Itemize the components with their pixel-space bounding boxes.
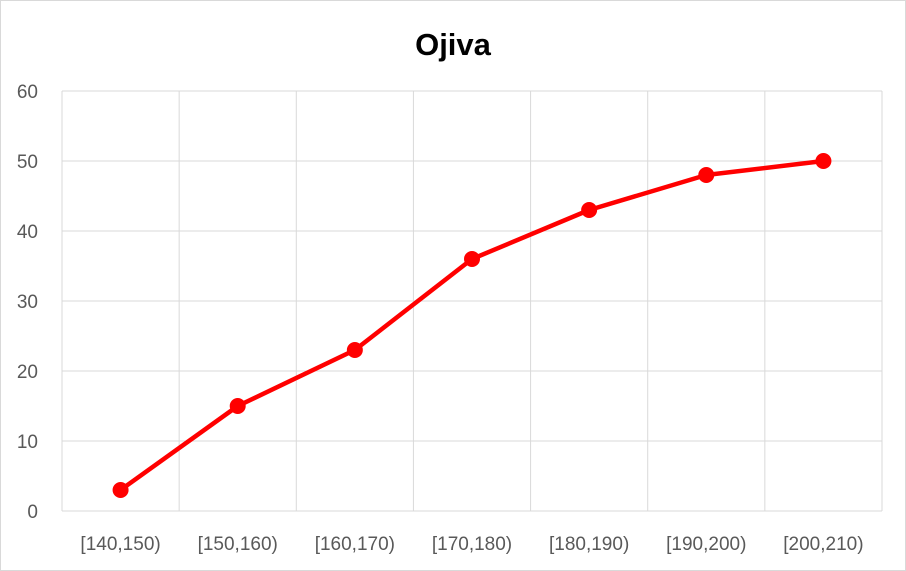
grid [61,90,883,512]
x-axis-ticks: [140,150) [150,160) [160,170) [170,180) [180… [80,534,863,555]
y-tick-label: 20 [17,362,38,383]
x-tick-label: [160,170) [315,534,395,555]
data-point [464,251,480,267]
data-point [815,153,832,169]
x-tick-label: [180,190) [549,534,629,555]
y-axis-ticks: 0 10 20 30 40 50 60 [17,82,38,523]
x-tick-label: [200,210) [783,534,863,555]
x-tick-label: [150,160) [198,534,278,555]
series-group [112,153,832,498]
chart-title: Ojiva [415,27,492,62]
data-point [581,202,598,218]
y-tick-label: 30 [17,292,38,313]
x-tick-label: [170,180) [432,534,512,555]
y-tick-label: 0 [27,502,38,523]
y-tick-label: 50 [17,152,38,173]
data-point [112,482,129,498]
y-tick-label: 40 [17,222,38,243]
data-point [346,342,363,358]
y-tick-label: 10 [17,432,38,453]
y-tick-label: 60 [17,82,38,103]
x-tick-label: [190,200) [666,534,746,555]
x-tick-label: [140,150) [80,534,160,555]
data-point [698,167,715,183]
data-point [229,398,246,414]
